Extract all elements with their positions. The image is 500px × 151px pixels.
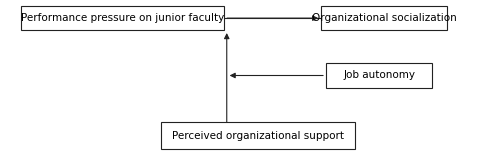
Text: Job autonomy: Job autonomy [343, 71, 415, 80]
FancyBboxPatch shape [326, 63, 432, 88]
Text: Organizational socialization: Organizational socialization [312, 13, 456, 23]
FancyBboxPatch shape [321, 6, 447, 30]
Text: Performance pressure on junior faculty: Performance pressure on junior faculty [21, 13, 224, 23]
FancyBboxPatch shape [21, 6, 224, 30]
FancyBboxPatch shape [162, 122, 355, 149]
Text: Perceived organizational support: Perceived organizational support [172, 131, 344, 141]
